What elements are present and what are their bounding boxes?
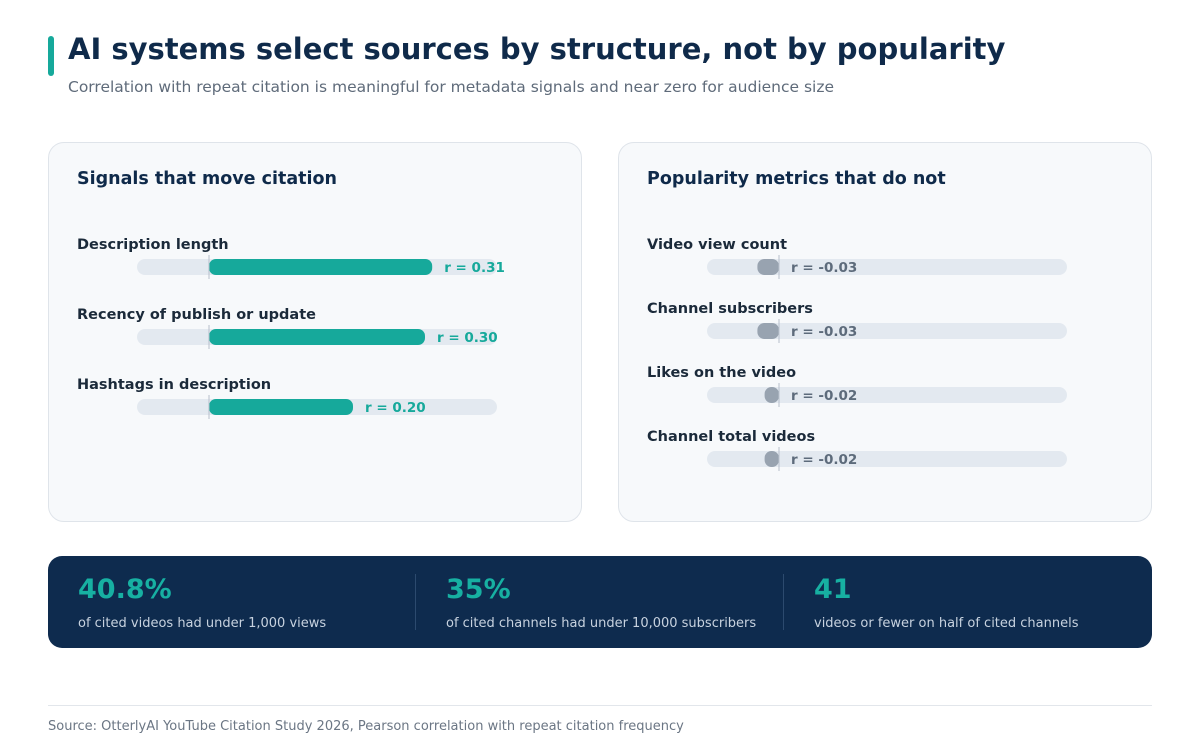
- value-label: r = -0.02: [791, 452, 857, 468]
- bar-track: [707, 387, 1067, 403]
- category-label: Likes on the video: [647, 365, 796, 381]
- stat-value: 35%: [446, 574, 511, 605]
- popularity-panel-title: Popularity metrics that do not: [647, 169, 946, 189]
- stat-label: videos or fewer on half of cited channel…: [814, 616, 1079, 631]
- bar-track: [707, 323, 1067, 339]
- stat-views: 40.8% of cited videos had under 1,000 vi…: [48, 556, 416, 648]
- title-accent-bar: [48, 36, 54, 76]
- bar: [757, 259, 779, 275]
- category-label: Channel subscribers: [647, 301, 813, 317]
- bar: [209, 329, 425, 345]
- source-note: Source: OtterlyAI YouTube Citation Study…: [48, 719, 684, 734]
- positive-signals-chart: Description length r = 0.31 Recency of pub…: [77, 237, 505, 419]
- stat-divider: [783, 574, 784, 630]
- bar: [764, 451, 779, 467]
- value-label: r = 0.30: [437, 330, 498, 346]
- value-label: r = 0.31: [444, 260, 505, 276]
- stat-videos: 41 videos or fewer on half of cited chan…: [784, 556, 1152, 648]
- bar: [757, 323, 779, 339]
- value-label: r = -0.03: [791, 260, 857, 276]
- value-label: r = 0.20: [365, 400, 426, 416]
- footer-divider: [48, 705, 1152, 706]
- stat-subscribers: 35% of cited channels had under 10,000 s…: [416, 556, 784, 648]
- stat-label: of cited channels had under 10,000 subsc…: [446, 616, 757, 631]
- popularity-metrics-panel: Popularity metrics that do not Video vie…: [618, 142, 1152, 522]
- category-label: Hashtags in description: [77, 377, 271, 393]
- page-title: AI systems select sources by structure, …: [68, 32, 1006, 66]
- stat-value: 40.8%: [78, 574, 172, 605]
- stat-divider: [415, 574, 416, 630]
- bar: [209, 399, 353, 415]
- stat-value: 41: [814, 574, 852, 605]
- positive-panel-title: Signals that move citation: [77, 169, 338, 189]
- bar-track: [707, 451, 1067, 467]
- category-label: Channel total videos: [647, 429, 815, 445]
- value-label: r = -0.02: [791, 388, 857, 404]
- bar: [209, 259, 433, 275]
- bar: [764, 387, 779, 403]
- page-subtitle: Correlation with repeat citation is mean…: [68, 78, 835, 96]
- bar-track: [707, 259, 1067, 275]
- category-label: Recency of publish or update: [77, 307, 316, 323]
- category-label: Description length: [77, 237, 229, 253]
- positive-signals-panel: Signals that move citation Description l…: [48, 142, 582, 522]
- category-label: Video view count: [647, 237, 787, 253]
- stats-banner: 40.8% of cited videos had under 1,000 vi…: [48, 556, 1152, 648]
- value-label: r = -0.03: [791, 324, 857, 340]
- stat-label: of cited videos had under 1,000 views: [78, 616, 327, 631]
